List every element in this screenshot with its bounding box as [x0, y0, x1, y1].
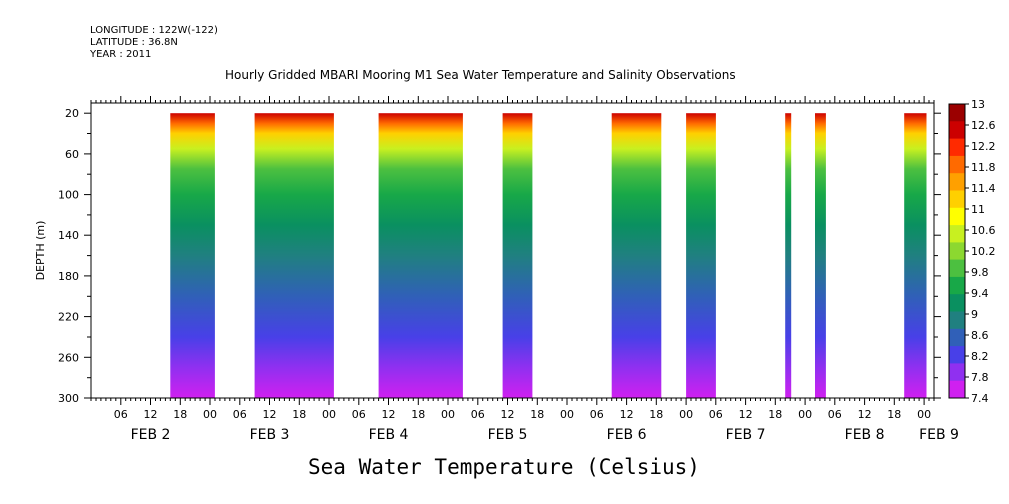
colorbar-label: 9.8	[971, 266, 989, 279]
y-tick-label: 60	[65, 148, 79, 161]
x-tick-label: 18	[887, 408, 901, 421]
y-tick-label: 180	[58, 270, 79, 283]
colorbar-cell	[949, 328, 965, 347]
colorbar-label: 7.4	[971, 392, 989, 405]
x-tick-label: 12	[263, 408, 277, 421]
date-label: FEB 7	[726, 427, 766, 443]
colorbar-cell	[949, 380, 965, 399]
colorbar-cell	[949, 190, 965, 209]
colorbar-label: 12.2	[971, 140, 996, 153]
x-tick-label: 00	[203, 408, 217, 421]
x-tick-label: 12	[620, 408, 634, 421]
colorbar-cell	[949, 311, 965, 330]
x-tick-label: 18	[768, 408, 782, 421]
x-tick-label: 00	[798, 408, 812, 421]
colorbar-cell	[949, 225, 965, 243]
colorbar-label: 8.2	[971, 350, 989, 363]
x-tick-label: 12	[144, 408, 158, 421]
data-segment	[170, 113, 215, 398]
y-tick-label: 20	[65, 107, 79, 120]
colorbar-label: 11.4	[971, 182, 996, 195]
y-tick-label: 220	[58, 311, 79, 324]
x-tick-label: 06	[828, 408, 842, 421]
date-label: FEB 6	[607, 427, 647, 443]
x-tick-label: 06	[590, 408, 604, 421]
x-tick-label: 18	[173, 408, 187, 421]
colorbar-label: 9.4	[971, 287, 989, 300]
colorbar-label: 7.8	[971, 371, 989, 384]
colorbar-label: 10.6	[971, 224, 996, 237]
data-segment	[611, 113, 662, 398]
y-tick-label: 260	[58, 351, 79, 364]
date-label: FEB 2	[131, 427, 171, 443]
x-tick-label: 18	[292, 408, 306, 421]
axis-layer: 06 12 18 00 06 12 18 00 06 12 18 00 06 12 18 00 06 12 18 00…	[34, 96, 959, 443]
date-label: FEB 9	[919, 427, 959, 443]
data-segment	[815, 113, 826, 398]
data-segment	[785, 113, 792, 398]
x-tick-label: 00	[441, 408, 455, 421]
x-tick-label: 00	[679, 408, 693, 421]
y-tick-label: 300	[58, 392, 79, 405]
x-tick-label: 12	[739, 408, 753, 421]
x-tick-label: 18	[530, 408, 544, 421]
colorbar-label: 12.6	[971, 119, 996, 132]
colorbar-cell	[949, 155, 965, 174]
colorbar-cell	[949, 207, 965, 226]
x-tick-label: 00	[322, 408, 336, 421]
y-tick-label: 100	[58, 189, 79, 202]
x-tick-label: 00	[560, 408, 574, 421]
date-label: FEB 8	[845, 427, 885, 443]
x-tick-label: 12	[858, 408, 872, 421]
x-tick-label: 00	[917, 408, 931, 421]
data-segment	[502, 113, 533, 398]
colorbar-label: 11.8	[971, 161, 996, 174]
colorbar-cell	[949, 294, 965, 312]
y-axis-label: DEPTH (m)	[34, 221, 47, 281]
x-tick-label: 18	[411, 408, 425, 421]
x-tick-label: 06	[114, 408, 128, 421]
colorbar: 13 12.6 12.2 11.8 11.4 11 10.6 10.2 9.8 9.4 9 8.6 8.…	[948, 98, 996, 405]
colorbar-cell	[949, 259, 965, 278]
x-tick-label: 18	[649, 408, 663, 421]
colorbar-cell	[949, 173, 965, 191]
y-tick-label: 140	[58, 229, 79, 242]
x-tick-label: 06	[709, 408, 723, 421]
chart-title: Hourly Gridded MBARI Mooring M1 Sea Wate…	[225, 68, 736, 82]
colorbar-cell	[949, 242, 965, 261]
longitude-label: LONGITUDE : 122W(-122)	[90, 25, 218, 36]
latitude-label: LATITUDE : 36.8N	[90, 37, 178, 48]
data-segment	[904, 113, 927, 398]
colorbar-cell	[949, 121, 965, 140]
chart-caption: Sea Water Temperature (Celsius)	[308, 455, 700, 479]
data-segment	[686, 113, 716, 398]
colorbar-cell	[949, 346, 965, 364]
date-label: FEB 5	[488, 427, 528, 443]
colorbar-cell	[949, 138, 965, 157]
x-tick-label: 06	[471, 408, 485, 421]
data-segment	[254, 113, 334, 398]
colorbar-cell	[949, 104, 965, 122]
date-label: FEB 3	[250, 427, 290, 443]
plot-layer	[170, 113, 927, 398]
colorbar-label: 9	[971, 308, 978, 321]
colorbar-cell	[949, 363, 965, 382]
x-tick-label: 12	[501, 408, 515, 421]
colorbar-label: 8.6	[971, 329, 989, 342]
colorbar-label: 10.2	[971, 245, 996, 258]
colorbar-label: 11	[971, 203, 985, 216]
colorbar-cell	[949, 276, 965, 295]
data-segment	[378, 113, 463, 398]
x-tick-label: 06	[352, 408, 366, 421]
year-label: YEAR : 2011	[90, 49, 152, 60]
date-label: FEB 4	[369, 427, 409, 443]
x-tick-label: 06	[233, 408, 247, 421]
colorbar-label: 13	[971, 98, 985, 111]
x-tick-label: 12	[382, 408, 396, 421]
